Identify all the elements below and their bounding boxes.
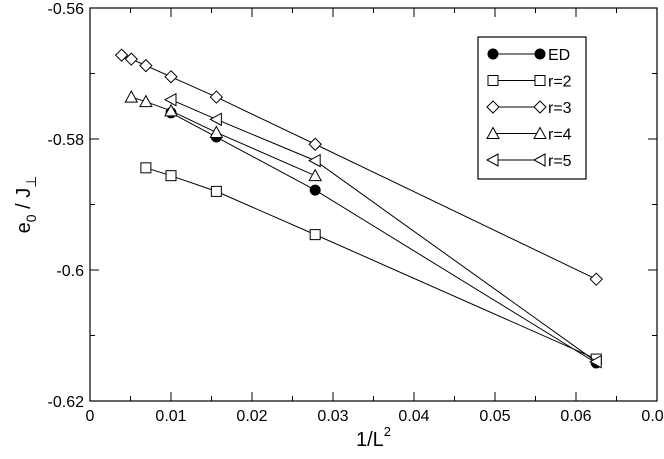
legend-marker-r-3 [533, 100, 547, 114]
y-tick-label: -0.62 [48, 394, 85, 411]
x-tick-label: 0.04 [398, 408, 429, 425]
y-axis-title-base: e [13, 222, 35, 233]
data-point-r-2 [309, 229, 321, 241]
data-point-r-3 [209, 90, 224, 104]
data-point-r-2 [165, 170, 177, 182]
y-axis-title: e0 / J⊥ [13, 176, 39, 234]
legend-marker-ed [487, 48, 499, 60]
x-axis: 0 0.01 0.02 0.03 0.04 0.05 0.06 0.07 [86, 8, 664, 425]
x-axis-title-base: 1/L [356, 429, 384, 451]
legend-marker-r-4 [533, 126, 547, 139]
data-point-r-4 [209, 125, 224, 138]
legend-marker-r-2 [487, 75, 499, 86]
legend-marker-r-5 [485, 153, 499, 167]
x-tick-label: 0.06 [560, 408, 591, 425]
data-point-r-3 [124, 52, 139, 66]
y-axis-title-sub2: ⊥ [23, 176, 39, 188]
y-axis-title-mid: / J [13, 188, 35, 215]
data-point-r-4 [139, 94, 153, 108]
data-point-r-5 [163, 92, 177, 107]
y-tick-label: -0.58 [48, 132, 85, 149]
legend-marker-r-4 [486, 126, 500, 139]
x-tick-label: 0.07 [641, 408, 664, 425]
y-tick-label: -0.6 [56, 263, 84, 280]
data-point-r-3 [589, 272, 603, 286]
y-tick-label: -0.56 [48, 1, 85, 18]
data-point-r-5 [209, 112, 222, 127]
x-axis-title: 1/L2 [356, 424, 391, 451]
series-line-ed [170, 112, 597, 364]
legend-marker-r-3 [486, 100, 500, 114]
data-point-r-4 [124, 90, 139, 103]
series-r-5 [163, 92, 602, 369]
x-tick-label: 0 [86, 408, 95, 425]
legend-label-r-2: r=2 [548, 74, 572, 91]
x-tick-label: 0.01 [155, 408, 186, 425]
data-point-r-4 [164, 103, 178, 117]
series-r-3 [114, 48, 603, 286]
x-tick-label: 0.05 [479, 408, 510, 425]
legend-marker-r-5 [532, 153, 546, 167]
y-axis-title-sub: 0 [23, 214, 39, 222]
legend-label-r-4: r=4 [548, 127, 572, 144]
series-r-2 [140, 162, 602, 365]
data-point-r-3 [114, 48, 129, 62]
y-axis: -0.62 -0.6 -0.58 -0.56 [48, 1, 657, 411]
x-tick-label: 0.02 [236, 408, 267, 425]
series-line-r-5 [170, 99, 597, 363]
data-point-r-2 [140, 162, 152, 174]
data-point-r-5 [589, 354, 602, 369]
data-point-ed [309, 184, 321, 196]
data-point-r-3 [139, 58, 153, 73]
data-point-r-3 [164, 70, 178, 84]
series-layer [114, 48, 603, 369]
x-tick-label: 0.03 [317, 408, 348, 425]
x-axis-title-sup: 2 [384, 424, 391, 439]
legend-marker-ed [534, 48, 546, 60]
legend-label-r-5: r=5 [548, 153, 572, 170]
legend: ED r=2 r=3 r=4 r=5 [477, 36, 587, 180]
data-point-r-2 [210, 185, 222, 197]
legend-label-r-3: r=3 [548, 100, 572, 117]
data-point-r-4 [308, 168, 323, 182]
data-point-r-5 [308, 153, 321, 168]
legend-label-ed: ED [548, 47, 570, 64]
legend-marker-r-2 [534, 75, 546, 86]
data-point-r-3 [308, 137, 322, 151]
series-r-4 [124, 90, 323, 182]
series-line-r-4 [131, 96, 316, 177]
